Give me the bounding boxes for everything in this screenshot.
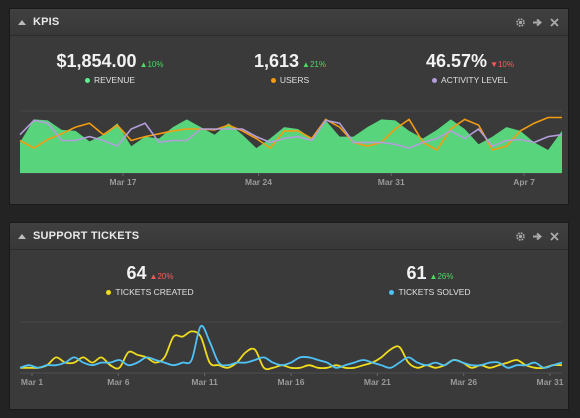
support-tickets-chart: Mar 1 Mar 6 Mar 11 Mar 16 Mar 21 Mar 26 Mar 31 bbox=[19, 321, 564, 387]
users-stat: 1,613 ▲21% USERS bbox=[220, 51, 360, 85]
tickets-solved-stat: 61 ▲26% TICKETS SOLVED bbox=[360, 263, 500, 297]
collapse-icon[interactable] bbox=[18, 19, 26, 25]
revenue-delta: ▲10% bbox=[139, 60, 164, 69]
activity-level-value: 46.57% bbox=[426, 51, 488, 71]
x-tick-label: Mar 16 bbox=[278, 377, 305, 387]
tickets-created-delta: ▲20% bbox=[149, 272, 174, 281]
panel-title: KPIS bbox=[33, 16, 60, 28]
tickets-solved-label: TICKETS SOLVED bbox=[398, 287, 471, 297]
activity-level-stat: 46.57% ▼10% ACTIVITY LEVEL bbox=[400, 51, 540, 85]
arrow-right-icon[interactable] bbox=[532, 231, 543, 242]
x-tick-label: Mar 11 bbox=[191, 377, 218, 387]
users-value: 1,613 bbox=[254, 51, 300, 71]
x-tick-label: Mar 24 bbox=[245, 177, 272, 187]
x-tick-label: Mar 6 bbox=[107, 377, 129, 387]
collapse-icon[interactable] bbox=[18, 233, 26, 239]
users-legend-dot bbox=[270, 77, 276, 83]
revenue-legend-dot bbox=[84, 77, 90, 83]
close-icon[interactable] bbox=[549, 231, 560, 242]
arrow-right-icon[interactable] bbox=[532, 17, 543, 28]
revenue-value: $1,854.00 bbox=[56, 51, 137, 71]
x-tick-label: Mar 17 bbox=[110, 177, 137, 187]
tickets-solved-legend-dot bbox=[389, 289, 395, 295]
users-label: USERS bbox=[279, 75, 310, 85]
tickets-created-stat: 64 ▲20% TICKETS CREATED bbox=[80, 263, 220, 297]
panel-title: SUPPORT TICKETS bbox=[33, 230, 140, 242]
revenue-label: REVENUE bbox=[93, 75, 136, 85]
revenue-area bbox=[20, 119, 562, 173]
support-tickets-panel: SUPPORT TICKETS 64 ▲20% TICKETS CREATED … bbox=[9, 222, 569, 410]
activity-level-label: ACTIVITY LEVEL bbox=[441, 75, 508, 85]
kpis-chart: Mar 17 Mar 24 Mar 31 Apr 7 bbox=[19, 110, 563, 187]
x-tick-label: Mar 21 bbox=[364, 377, 391, 387]
tickets-created-label: TICKETS CREATED bbox=[115, 287, 194, 297]
kpis-panel: KPIS $1,854.00 ▲10% REVENUE 1,613 ▲21% U… bbox=[9, 8, 569, 205]
revenue-stat: $1,854.00 ▲10% REVENUE bbox=[40, 51, 180, 85]
tickets-solved-line bbox=[19, 324, 563, 369]
x-tick-label: Mar 26 bbox=[450, 377, 477, 387]
gear-icon[interactable] bbox=[515, 231, 526, 242]
users-line bbox=[19, 116, 562, 152]
tickets-created-line bbox=[20, 330, 563, 371]
tickets-solved-value: 61 bbox=[406, 263, 427, 283]
x-tick-label: Mar 31 bbox=[537, 377, 564, 387]
close-icon[interactable] bbox=[549, 17, 560, 28]
tickets-created-legend-dot bbox=[106, 289, 112, 295]
x-tick-label: Apr 7 bbox=[513, 177, 535, 187]
activity-level-legend-dot bbox=[432, 77, 438, 83]
x-tick-label: Mar 1 bbox=[21, 377, 43, 387]
gear-icon[interactable] bbox=[515, 17, 526, 28]
tickets-created-value: 64 bbox=[126, 263, 147, 283]
kpis-panel-header: KPIS bbox=[10, 9, 568, 36]
support-tickets-panel-header: SUPPORT TICKETS bbox=[10, 223, 568, 250]
tickets-solved-delta: ▲26% bbox=[429, 272, 454, 281]
activity-level-delta: ▼10% bbox=[490, 60, 514, 69]
activity-level-line bbox=[19, 119, 563, 149]
users-delta: ▲21% bbox=[302, 60, 326, 69]
x-tick-label: Mar 31 bbox=[378, 177, 405, 187]
